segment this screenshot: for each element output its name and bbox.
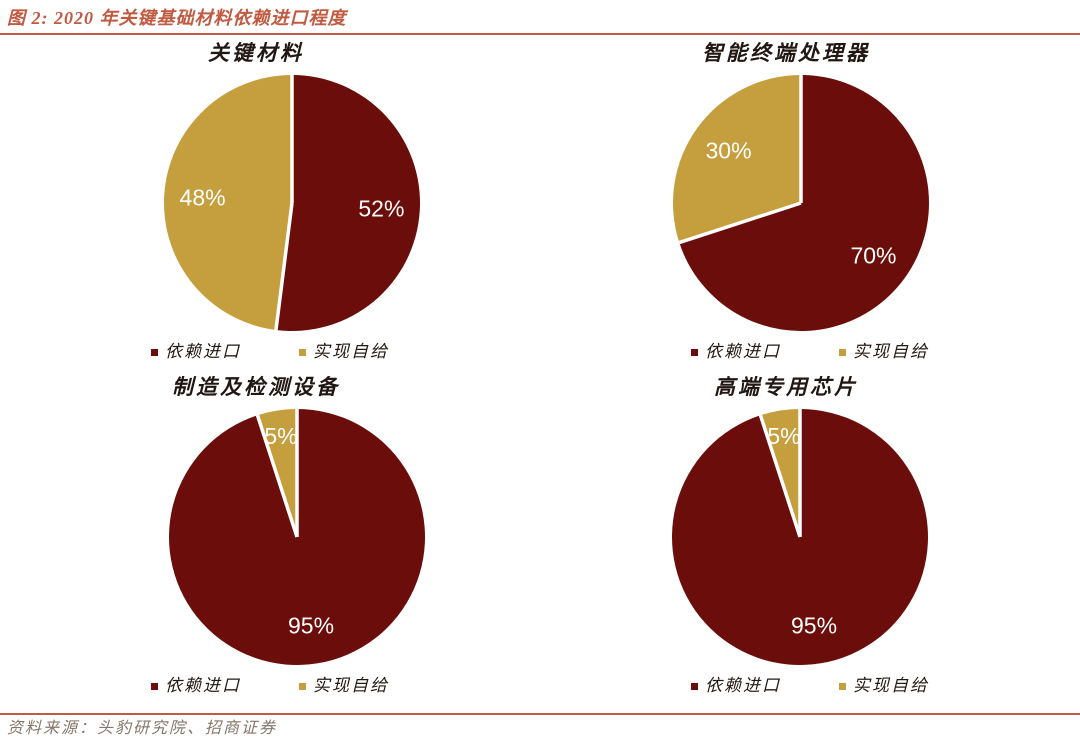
legend-key-materials: 依赖进口 实现自给: [0, 341, 540, 363]
pie-smart-terminal-processors: 70% 30%: [673, 75, 929, 331]
chart-title-key-materials: 关键材料: [208, 41, 304, 65]
legend-manufacturing-testing-equipment: 依赖进口 实现自给: [0, 675, 540, 697]
legend-item-self-supply: 实现自给: [839, 341, 929, 363]
legend-item-self-supply: 实现自给: [839, 675, 929, 697]
pie-chart-key-materials: 关键材料 52% 48% 依赖进口 实现自给: [0, 40, 540, 374]
legend-swatch-import: [691, 682, 698, 690]
slice-label: 95%: [791, 612, 837, 638]
pie-slice-实现自给: [673, 75, 801, 243]
chart-title-manufacturing-testing-equipment: 制造及检测设备: [172, 375, 340, 399]
figure-title: 图 2: 2020 年关键基础材料依赖进口程度: [7, 8, 347, 28]
legend-label-self-supply: 实现自给: [313, 342, 389, 361]
footer-rule: [0, 713, 1080, 715]
legend-item-self-supply: 实现自给: [299, 675, 389, 697]
slice-label: 5%: [767, 423, 800, 449]
legend-label-self-supply: 实现自给: [853, 676, 929, 695]
slice-label: 95%: [288, 612, 334, 638]
legend-swatch-import: [151, 348, 158, 356]
chart-title-smart-terminal-processors: 智能终端处理器: [702, 41, 870, 65]
legend-item-import: 依赖进口: [151, 675, 241, 697]
legend-label-import: 依赖进口: [165, 676, 241, 695]
pie-slice-依赖进口: [275, 75, 420, 331]
slice-separator: [758, 414, 802, 538]
pie-chart-smart-terminal-processors: 智能终端处理器 70% 30% 依赖进口 实现自给: [540, 40, 1080, 374]
legend-item-import: 依赖进口: [691, 341, 781, 363]
legend-swatch-self-supply: [839, 348, 846, 356]
legend-item-import: 依赖进口: [691, 675, 781, 697]
slice-label: 48%: [180, 184, 226, 210]
slice-label: 52%: [358, 196, 404, 222]
slice-label: 5%: [264, 423, 297, 449]
legend-label-import: 依赖进口: [705, 676, 781, 695]
slice-separator: [274, 202, 294, 331]
legend-label-import: 依赖进口: [165, 342, 241, 361]
title-underline: [0, 33, 1080, 35]
legend-swatch-self-supply: [299, 348, 306, 356]
pie-slice-实现自给: [163, 75, 292, 330]
chart-title-high-end-specialized-chips: 高端专用芯片: [714, 375, 858, 399]
legend-high-end-specialized-chips: 依赖进口 实现自给: [540, 675, 1080, 697]
pie-slice-依赖进口: [679, 75, 929, 331]
legend-label-import: 依赖进口: [705, 342, 781, 361]
source-note: 资料来源：头豹研究院、招商证券: [7, 720, 278, 737]
legend-label-self-supply: 实现自给: [313, 676, 389, 695]
legend-label-self-supply: 实现自给: [853, 342, 929, 361]
legend-item-import: 依赖进口: [151, 341, 241, 363]
pie-manufacturing-testing-equipment: 95% 5%: [168, 409, 425, 665]
pie-high-end-specialized-chips: 95% 5%: [672, 409, 928, 665]
slice-separator: [255, 414, 299, 538]
legend-smart-terminal-processors: 依赖进口 实现自给: [540, 341, 1080, 363]
legend-swatch-self-supply: [299, 682, 306, 690]
legend-swatch-self-supply: [839, 682, 846, 690]
legend-swatch-import: [691, 348, 698, 356]
slice-label: 70%: [850, 243, 896, 269]
pie-key-materials: 52% 48%: [163, 75, 420, 331]
slice-label: 30%: [705, 137, 751, 163]
slice-separator: [678, 201, 802, 245]
pie-chart-manufacturing-testing-equipment: 制造及检测设备 95% 5% 依赖进口 实现自给: [0, 374, 540, 708]
legend-item-self-supply: 实现自给: [299, 341, 389, 363]
pie-chart-high-end-specialized-chips: 高端专用芯片 95% 5% 依赖进口 实现自给: [540, 374, 1080, 708]
legend-swatch-import: [151, 682, 158, 690]
